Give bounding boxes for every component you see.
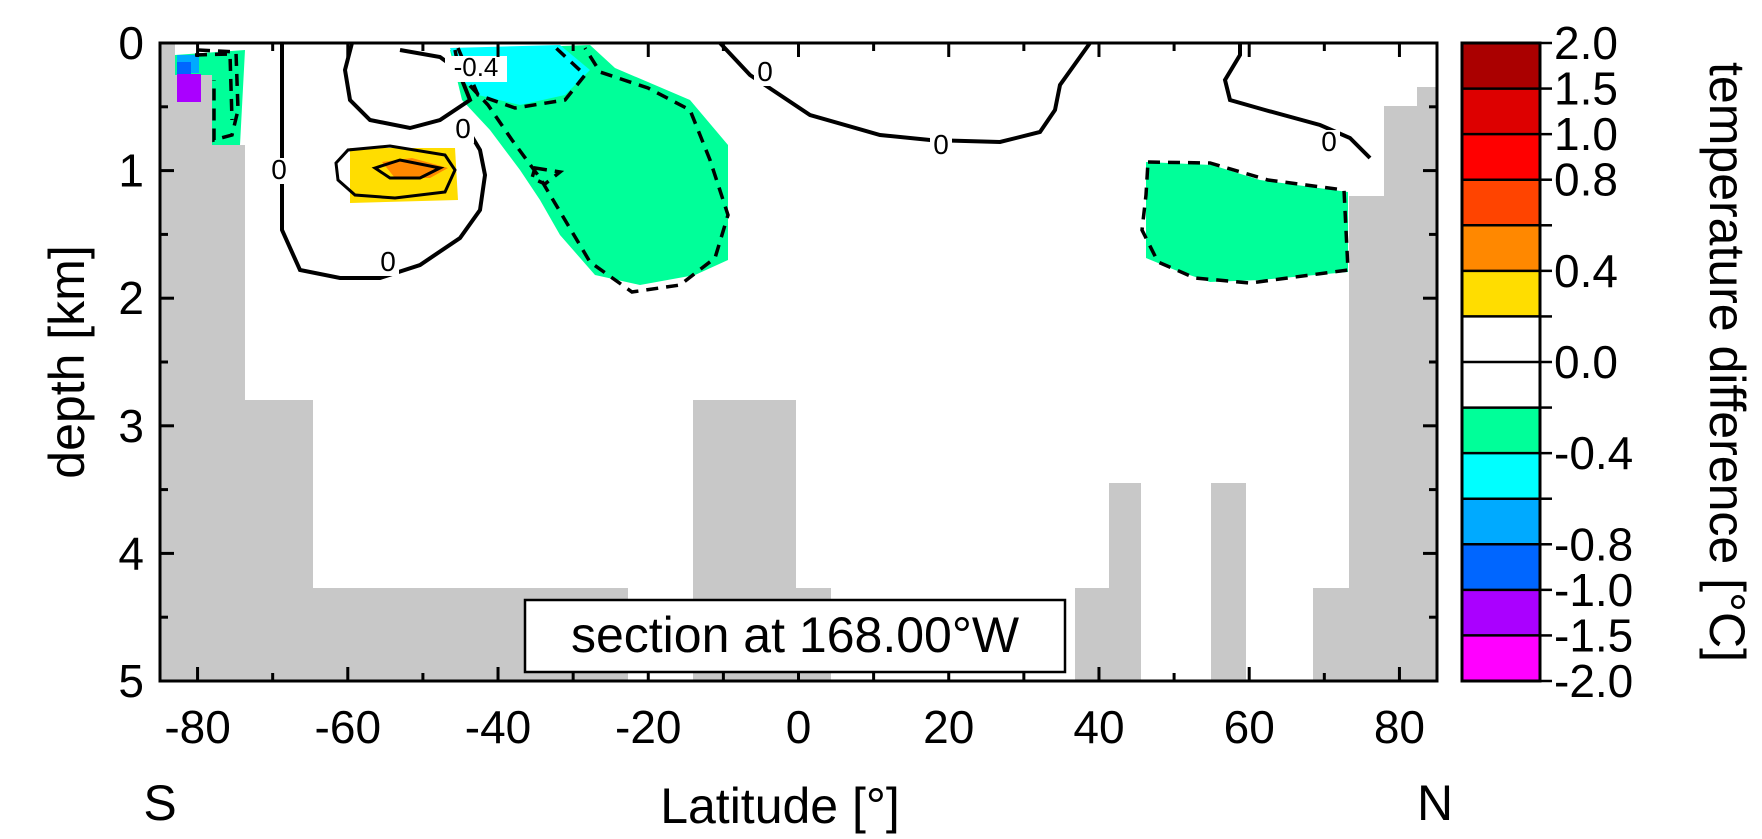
colorbar-bin [1462,88,1540,135]
dashed-cyan-outline [456,46,588,110]
x-axis-title: Latitude [°] [660,778,900,834]
colorbar-bin [1462,362,1540,408]
y-tick-label: 0 [118,17,144,69]
contour-zero-south-edge [280,43,488,280]
colorbar-bin [1462,589,1540,636]
contour-label: 0 [757,56,773,87]
y-tick-label: 3 [118,400,144,452]
patch-negative-intermediate [450,45,728,285]
x-tick-label: -60 [315,701,381,753]
annotation-box [523,598,1067,674]
colorbar-bin [1462,498,1540,545]
x-tick-label: 20 [923,701,974,753]
colorbar-tick-label: -1.0 [1554,564,1633,616]
colorbar-bin [1462,270,1540,317]
contour-label-box-4: 0 [754,56,776,87]
land-north-b [1109,483,1141,681]
patch-negative-north [1146,162,1348,282]
land-north-d [1313,588,1349,681]
colorbar-tick-label: 1.5 [1554,63,1618,115]
colorbar-bin [1462,407,1540,454]
contour-label-box-0: 0 [268,154,290,185]
y-axis-title: depth [km] [39,245,95,478]
x-tick-label: -40 [465,701,531,753]
land-antarctic [160,43,628,681]
colorbar-bin [1462,43,1540,89]
x-axis: -80 -60 -40 -20 0 20 40 60 80 [164,43,1425,753]
colorbar-tick-label: 0.4 [1554,245,1618,297]
contour-label-box-3: 0 [452,113,474,144]
dashed-intermediate-outline [453,47,730,294]
x-tick-label: -80 [164,701,230,753]
section-annotation: section at 168.00°W [523,598,1067,674]
y-tick-label: 2 [118,272,144,324]
contour-label-box-2: -0.4 [445,52,507,82]
colorbar-tick-label: 2.0 [1554,17,1618,69]
contour-label-box-1: 0 [377,246,399,277]
x-tick-label: 0 [786,701,812,753]
x-tick-label: 80 [1374,701,1425,753]
patch-negative-south-pole [175,50,245,145]
y-tick-label: 5 [118,655,144,707]
colorbar-bin [1462,179,1540,226]
contour-label-group: 0 0 -0.4 0 0 0 0 [268,52,1340,277]
contour-label: 0 [933,129,949,160]
contour-label: 0 [455,113,471,144]
y-tick-label: 4 [118,527,144,579]
land-arctic [1349,87,1437,681]
colorbar-bin [1462,316,1540,362]
colorbar-tick-label: 0.8 [1554,154,1618,206]
patch-violet-pole [177,74,201,102]
patch-blue-pole [177,62,191,74]
land-north-c [1211,483,1246,681]
contour-label: -0.4 [454,52,499,82]
colorbar-tick-label: -1.5 [1554,609,1633,661]
contour-lines-dashed [194,46,1350,294]
colorbar: -2.0-1.5-1.0-0.8 -0.4 0.0 0.4 0.81.01.52.0 [1460,17,1633,707]
colorbar-bin [1462,134,1540,180]
x-tick-label: 60 [1224,701,1275,753]
colorbar-tick-label: 1.0 [1554,108,1618,160]
x-tick-label: 40 [1073,701,1124,753]
contour-zero-north-pole [1222,43,1372,160]
colorbar-tick-label: -0.8 [1554,518,1633,570]
contour-zero-north-mid [718,41,1092,145]
contour-positive-core [371,158,445,180]
land-north-a [1075,588,1109,681]
contour-label: 0 [1321,126,1337,157]
colorbar-bin [1462,635,1540,681]
colorbar-frame [1460,41,1542,683]
colorbar-title: temperature difference [°C] [1699,62,1755,662]
colorbar-bin [1462,544,1540,590]
dashed-small-loop [529,166,565,187]
annotation-text: section at 168.00°W [571,607,1020,663]
colorbar-bin [1462,453,1540,499]
contour-label-box-6: 0 [1318,126,1340,157]
x-axis-end-right: N [1417,775,1453,831]
dashed-south-pole-inner [194,52,234,121]
x-tick-label: -20 [615,701,681,753]
y-tick-label: 1 [118,145,144,197]
colorbar-tick-label: -0.4 [1554,427,1633,479]
contour-zero-positive-ring [334,144,457,200]
contour-label: 0 [271,154,287,185]
dashed-north-outline [1140,160,1350,285]
x-axis-end-left: S [143,775,176,831]
contour-label: 0 [380,246,396,277]
colorbar-tick-label: -2.0 [1554,655,1633,707]
colorbar-tick-label: 0.0 [1554,336,1618,388]
colorbar-bin [1462,225,1540,271]
y-axis: 0 1 2 3 4 5 [118,17,1437,707]
contour-label-box-5: 0 [930,129,952,160]
dashed-south-pole-outline [197,48,240,143]
